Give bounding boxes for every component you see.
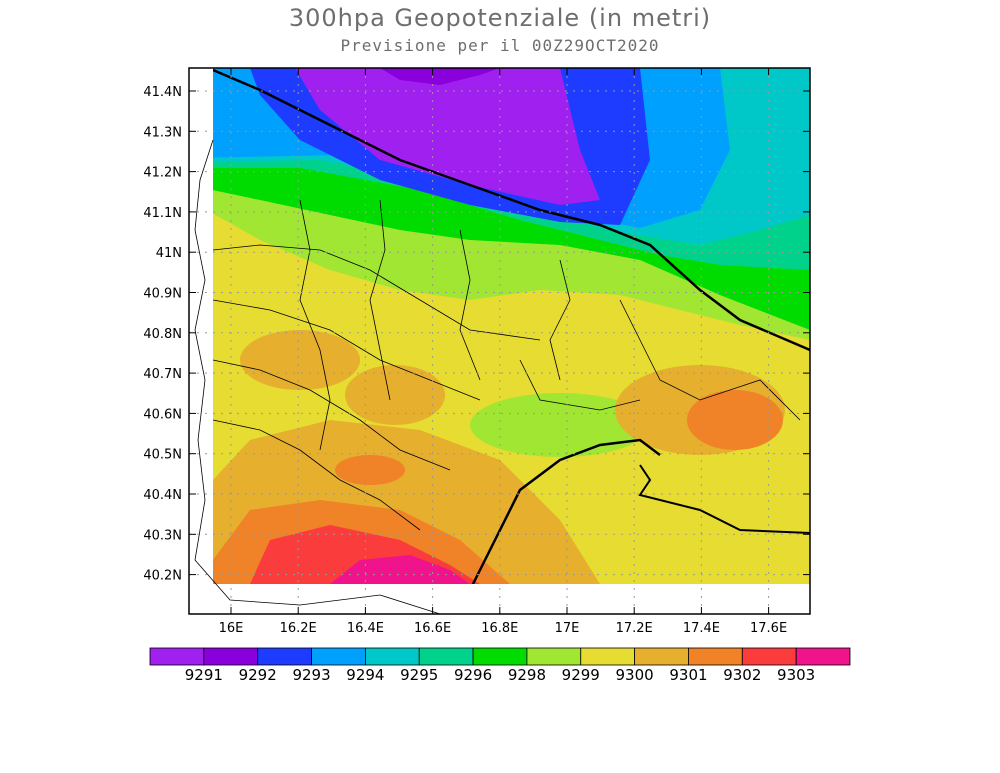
lat-tick-label: 41.2N [143,166,182,181]
blob-9301-center [345,365,445,425]
legend-swatch [741,647,797,666]
lon-tick-label: 16E [219,621,244,636]
lon-tick-label: 17.4E [683,621,720,636]
legend-swatch [580,647,636,666]
coastline-north [212,68,810,352]
blob-9302-east [687,390,783,450]
legend-label: 9302 [723,666,762,684]
legend-label: 9295 [400,666,439,684]
lat-tick-label: 41.1N [143,206,182,221]
legend-label: 9296 [453,666,493,684]
legend-swatch [634,647,689,666]
lat-tick-label: 41.4N [143,85,182,100]
lon-tick-label: 16.4E [347,621,384,636]
west-coast-line [194,139,441,614]
coastline-south [439,438,661,614]
map-title: 300hpa Geopotenziale (in metri) [288,4,712,32]
legend-swatch [472,647,528,666]
lat-tick-label: 41N [156,246,182,261]
lat-tick-label: 40.3N [143,528,182,543]
lat-tick-label: 41.3N [143,125,182,140]
fill-9292 [295,68,600,205]
legend-label: 9294 [346,666,385,684]
coastline-east [638,464,810,534]
plot-area [189,68,810,614]
lat-tick-label: 40.9N [143,287,182,302]
legend-label: 9303 [777,666,816,684]
fill-9303 [330,555,470,584]
legend-swatch [688,647,743,666]
lon-tick-label: 16.6E [414,621,451,636]
legend-swatch [418,647,474,666]
legend-swatch [311,647,366,666]
legend-label: 9293 [292,666,331,684]
legend-swatch [149,647,205,666]
legend-label: 9291 [184,666,223,684]
legend-label: 9299 [561,666,600,684]
legend-swatch [364,647,420,666]
legend-colorbar [149,647,851,666]
legend-swatch [203,647,259,666]
lon-tick-label: 16.2E [280,621,317,636]
fill-9291 [380,68,500,85]
latitude-axis: 41.4N 41.3N 41.2N 41.1N 41N 40.9N 40.8N 40.7N 40… [143,85,810,584]
lat-tick-label: 40.5N [143,448,182,463]
longitude-axis: 16E 16.2E 16.4E 16.6E 16.8E 17E 17.2E 17.4E 17.6… [219,68,787,636]
lon-tick-label: 16.8E [481,621,518,636]
lat-tick-label: 40.7N [143,367,182,382]
legend-label: 9292 [238,666,277,684]
blob-9302-center [335,455,405,485]
blob-9301-west [240,330,360,390]
lat-tick-label: 40.4N [143,488,182,503]
lat-tick-label: 40.8N [143,327,182,342]
legend-label: 9301 [669,666,708,684]
lat-tick-label: 40.6N [143,407,182,422]
lat-tick-label: 40.2N [143,569,182,584]
legend-label: 9300 [615,666,654,684]
map-subtitle: Previsione per il 00Z29OCT2020 [340,36,660,55]
legend-swatch [257,647,312,666]
boundary-lines [212,68,810,614]
province-borders [212,199,801,531]
legend-swatch [526,647,582,666]
legend-swatch [795,647,851,666]
bottom-margin-strip [213,584,810,614]
legend-label: 9298 [507,666,547,684]
lon-tick-label: 17.6E [750,621,787,636]
grid-lines [189,68,810,614]
lon-tick-label: 17.2E [616,621,653,636]
lon-tick-label: 17E [555,621,580,636]
